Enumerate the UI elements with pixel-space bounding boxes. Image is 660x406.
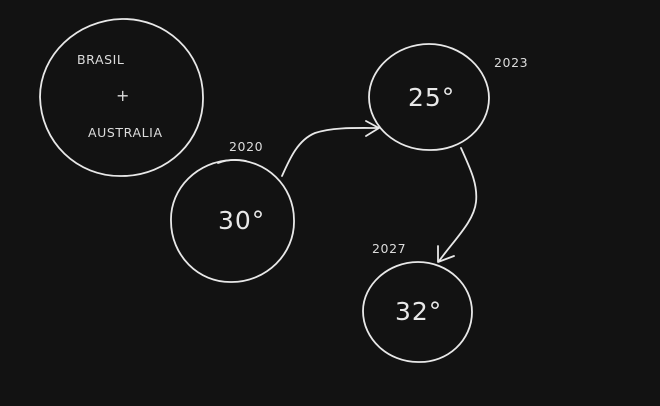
arrow-2020-to-2023-line <box>281 127 379 177</box>
node-2027-year: 2027 <box>372 241 406 256</box>
node-2023-year: 2023 <box>494 55 528 70</box>
arrow-2020-to-2023 <box>281 120 380 177</box>
arrow-2023-to-2027-line <box>438 147 478 262</box>
node-2023: 2023 25° <box>368 43 528 151</box>
node-2027: 2027 32° <box>362 241 473 363</box>
node-2023-circle <box>368 43 490 151</box>
node-2020-circle <box>170 159 295 283</box>
country-group-circle <box>39 18 204 177</box>
arrow-2020-to-2023-head <box>365 120 380 137</box>
plus-sign: + <box>116 86 129 105</box>
arrow-2023-to-2027 <box>437 147 478 263</box>
node-2020-year: 2020 <box>229 139 263 154</box>
arrow-2023-to-2027-head <box>437 245 455 263</box>
node-2020-circle-overlap <box>217 159 247 164</box>
country-label-australia: AUSTRALIA <box>88 125 163 140</box>
node-2027-circle <box>362 261 473 363</box>
node-2027-value: 32° <box>395 297 442 326</box>
node-2020: 2020 30° <box>170 139 295 283</box>
node-2023-value: 25° <box>408 83 455 112</box>
country-group: BRASIL + AUSTRALIA <box>39 18 204 177</box>
country-label-brasil: BRASIL <box>77 52 125 67</box>
node-2020-value: 30° <box>218 206 265 235</box>
